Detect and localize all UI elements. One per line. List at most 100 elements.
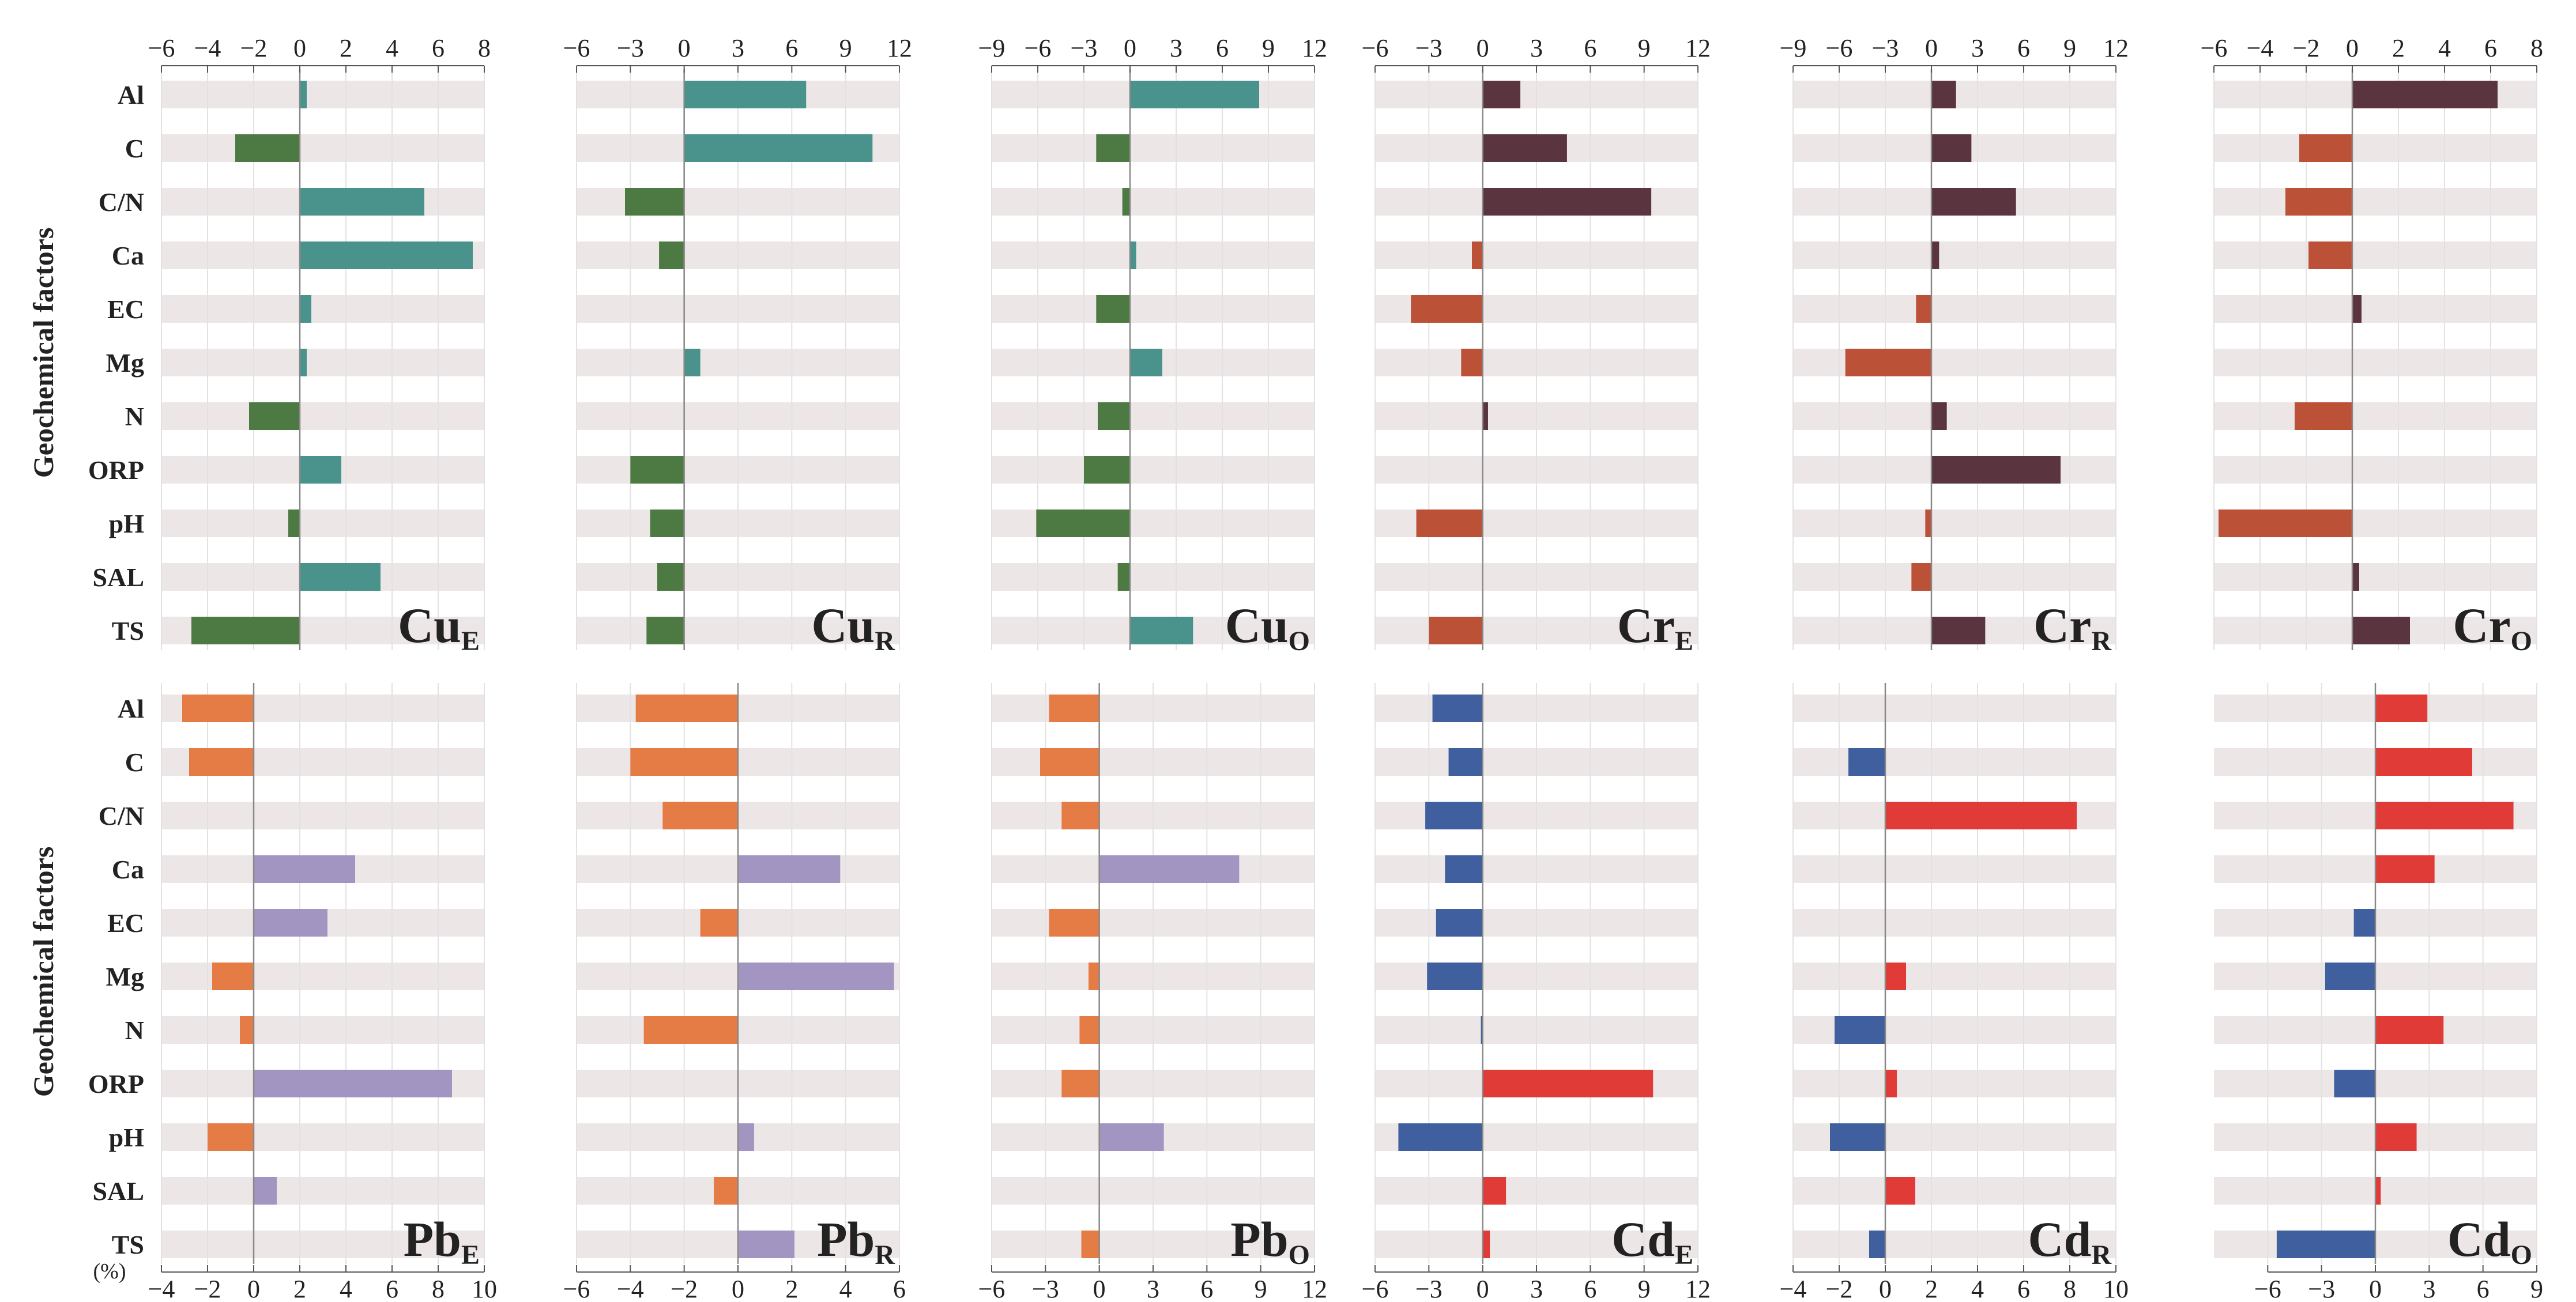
bar-ph <box>1416 510 1483 537</box>
panel-title-subscript: E <box>1675 626 1693 656</box>
band-9 <box>1793 563 2116 591</box>
bar-cn <box>1122 188 1130 216</box>
category-label: SAL <box>93 563 144 592</box>
panel-title-main: Pb <box>817 1212 875 1267</box>
tick-label: 3 <box>732 34 744 62</box>
band-8 <box>1793 510 2116 537</box>
category-label: C <box>125 134 144 163</box>
bar-n <box>1482 402 1488 430</box>
panel-title-subscript: O <box>2511 626 2532 656</box>
tick-label: 2 <box>1925 1275 1938 1302</box>
bar-c <box>235 134 300 162</box>
bar-ph <box>1036 510 1130 537</box>
category-label: Mg <box>106 962 144 991</box>
bar-cn <box>1931 188 2016 216</box>
category-label: EC <box>107 295 144 324</box>
tick-label: 3 <box>1530 34 1543 62</box>
bar-sal <box>1482 1177 1507 1205</box>
bar-al <box>1130 81 1259 108</box>
band-4 <box>1793 909 2116 937</box>
bar-sal <box>2375 1177 2381 1205</box>
tick-label: −2 <box>2293 34 2320 62</box>
tick-label: −2 <box>1826 1275 1853 1302</box>
band-3 <box>2214 241 2537 269</box>
tick-label: 6 <box>2017 34 2030 62</box>
panel-title-main: Cu <box>1225 598 1289 653</box>
bar-mg <box>300 349 307 376</box>
tick-label: 4 <box>340 1275 352 1302</box>
bar-ts <box>191 617 300 644</box>
bar-al <box>2352 81 2498 108</box>
bar-n <box>1481 1016 1483 1044</box>
bar-orp <box>300 456 341 484</box>
tick-label: 9 <box>1262 34 1275 62</box>
tick-label: −6 <box>1362 34 1389 62</box>
bar-mg <box>684 349 701 376</box>
band-9 <box>992 563 1315 591</box>
tick-label: 0 <box>293 34 306 62</box>
panel-title: CuE <box>398 598 480 656</box>
bar-al <box>182 695 254 722</box>
bar-cn <box>1885 802 2077 829</box>
tick-label: 6 <box>2017 1275 2030 1302</box>
tick-label: 4 <box>386 34 398 62</box>
tick-label: 3 <box>1971 34 1984 62</box>
panel-title-subscript: O <box>2511 1240 2532 1270</box>
y-axis-label-bottom: Geochemical factors <box>27 847 59 1097</box>
bar-sal <box>657 563 684 591</box>
bar-ca <box>300 241 473 269</box>
bar-al <box>1049 695 1099 722</box>
band-6 <box>1793 402 2116 430</box>
band-1 <box>161 134 484 162</box>
bar-c <box>2375 748 2472 776</box>
tick-label: 6 <box>893 1275 906 1302</box>
panel-title-subscript: O <box>1289 1240 1310 1270</box>
band-2 <box>2214 188 2537 216</box>
panel-title: CdR <box>2028 1212 2112 1270</box>
tick-label: 12 <box>1685 1275 1711 1302</box>
tick-label: 6 <box>1584 1275 1596 1302</box>
band-9 <box>161 1177 484 1205</box>
panel-cu-o: −9 −6 −3 0 3 6 9 12 CuO <box>978 34 1327 656</box>
tick-label: 3 <box>1147 1275 1159 1302</box>
bar-n <box>1098 402 1130 430</box>
panel-title-main: Cd <box>2028 1212 2091 1267</box>
tick-label: 3 <box>2423 1275 2435 1302</box>
band-5 <box>1793 349 2116 376</box>
panel-title: PbR <box>817 1212 895 1270</box>
band-1 <box>992 134 1315 162</box>
bar-al <box>1432 695 1483 722</box>
panel-cd-r: −4 −2 0 2 4 6 8 10 CdR <box>1780 683 2129 1302</box>
tick-label: 3 <box>1530 1275 1543 1302</box>
panel-title: CdE <box>1611 1212 1693 1270</box>
bar-ec <box>1436 909 1483 937</box>
category-label: TS <box>112 616 144 646</box>
tick-label: 12 <box>2103 34 2129 62</box>
tick-label: −6 <box>148 34 175 62</box>
bar-mg <box>1461 349 1483 376</box>
tick-label: −2 <box>240 34 268 62</box>
bar-c <box>1096 134 1130 162</box>
band-7 <box>2214 456 2537 484</box>
bar-ph <box>1398 1123 1483 1151</box>
category-label: Ca <box>112 241 144 270</box>
band-5 <box>161 963 484 990</box>
tick-label: 6 <box>2484 34 2497 62</box>
panel-title: PbE <box>404 1212 480 1270</box>
panel-title: CrE <box>1617 598 1693 656</box>
bar-al <box>635 695 738 722</box>
tick-label: 8 <box>2530 34 2543 62</box>
category-label: ORP <box>88 455 144 485</box>
category-label: Mg <box>106 348 144 378</box>
tick-label: 2 <box>340 34 352 62</box>
tick-label: 9 <box>2063 34 2076 62</box>
bar-ts <box>738 1231 794 1258</box>
bar-al <box>2375 695 2428 722</box>
band-1 <box>1793 748 2116 776</box>
panel-cd-o: −6 −3 0 3 6 9 CdO <box>2214 683 2543 1302</box>
tick-label: −3 <box>1032 1275 1059 1302</box>
bar-sal <box>1885 1177 1915 1205</box>
tick-label: 0 <box>1879 1275 1892 1302</box>
tick-label: −3 <box>1415 34 1443 62</box>
